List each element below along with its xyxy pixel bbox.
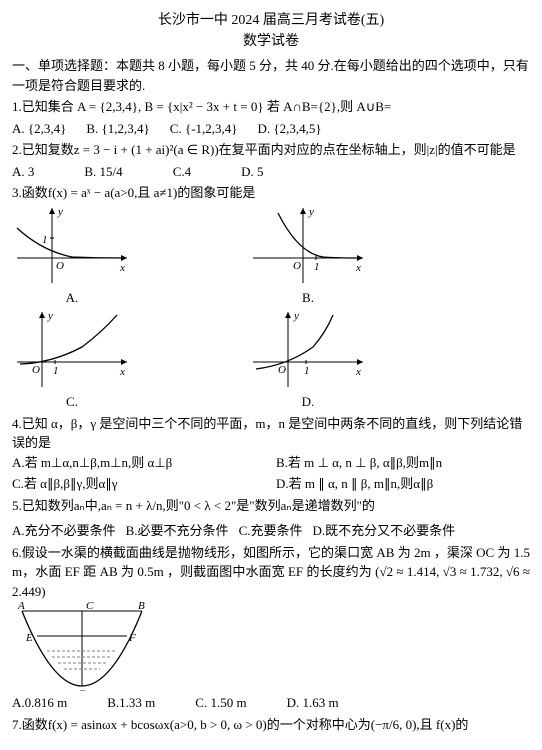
svg-text:1: 1 bbox=[304, 365, 310, 377]
q6-opt-b: B.1.33 m bbox=[107, 693, 155, 713]
svg-text:O: O bbox=[293, 260, 301, 272]
q5-opt-c: C.充要条件 bbox=[239, 521, 303, 541]
q3-text: 3.函数f(x) = aˣ − a(a>0,且 a≠1)的图象可能是 bbox=[12, 183, 530, 203]
section-heading: 一、单项选择题：本题共 8 小题，每小题 5 分，共 40 分.在每小题给出的四… bbox=[12, 56, 530, 95]
q7: 7.函数f(x) = asinωx + bcosωx(a>0, b > 0, ω… bbox=[12, 715, 530, 735]
svg-text:O: O bbox=[56, 260, 64, 272]
page-title: 长沙市一中 2024 届高三月考试卷(五) bbox=[12, 10, 530, 31]
svg-text:x: x bbox=[119, 366, 125, 378]
q2: 2.已知复数z = 3 − i + (1 + ai)²(a ∈ R))在复平面内… bbox=[12, 140, 530, 181]
q6-opt-d: D. 1.63 m bbox=[287, 693, 339, 713]
q5-opt-b: B.必要不充分条件 bbox=[126, 521, 229, 541]
q6-opt-a: A.0.816 m bbox=[12, 693, 67, 713]
svg-text:F: F bbox=[128, 632, 136, 644]
q3-label-a: A. bbox=[12, 288, 132, 308]
svg-text:O: O bbox=[32, 364, 40, 376]
svg-text:y: y bbox=[308, 206, 314, 218]
svg-text:1: 1 bbox=[42, 234, 48, 246]
q7-text: 7.函数f(x) = asinωx + bcosωx(a>0, b > 0, ω… bbox=[12, 715, 530, 735]
svg-text:E: E bbox=[25, 632, 33, 644]
q1-opt-b: B. {1,2,3,4} bbox=[86, 119, 149, 139]
q5: 5.已知数列aₙ中,aₙ = n + λ/n,则"0 < λ < 2"是"数列a… bbox=[12, 496, 530, 541]
q2-opt-b: B. 15/4 bbox=[84, 162, 122, 182]
svg-text:y: y bbox=[57, 206, 63, 218]
q4-opt-d: D.若 m ∥ α, n ∥ β, m∥n,则α∥β bbox=[276, 474, 530, 494]
page-subtitle: 数学试卷 bbox=[12, 31, 530, 52]
q1-opt-c: C. {-1,2,3,4} bbox=[170, 119, 238, 139]
q2-opt-c: C.4 bbox=[173, 162, 191, 182]
q6-text: 6.假设一水渠的横截面曲线是抛物线形，如图所示，它的渠口宽 AB 为 2m ，渠… bbox=[12, 543, 530, 602]
q4-opt-c: C.若 α∥β,β∥γ,则α∥γ bbox=[12, 474, 266, 494]
q5-opt-a: A.充分不必要条件 bbox=[12, 521, 116, 541]
svg-text:x: x bbox=[355, 262, 361, 274]
svg-text:x: x bbox=[119, 262, 125, 274]
q2-opt-d: D. 5 bbox=[241, 162, 263, 182]
q6-opt-c: C. 1.50 m bbox=[195, 693, 246, 713]
svg-text:x: x bbox=[355, 366, 361, 378]
svg-text:C: C bbox=[86, 601, 94, 612]
q3-label-b: B. bbox=[248, 288, 368, 308]
q3-graph-d: 1 O x y D. bbox=[248, 307, 368, 412]
q1-text: 1.已知集合 A = {2,3,4}, B = {x|x² − 3x + t =… bbox=[12, 97, 530, 117]
q1: 1.已知集合 A = {2,3,4}, B = {x|x² − 3x + t =… bbox=[12, 97, 530, 138]
svg-text:A: A bbox=[17, 601, 25, 612]
q1-opt-a: A. {2,3,4} bbox=[12, 119, 66, 139]
q4-opt-a: A.若 m⊥α,n⊥β,m⊥n,则 α⊥β bbox=[12, 453, 266, 473]
q3: 3.函数f(x) = aˣ − a(a>0,且 a≠1)的图象可能是 1 O x… bbox=[12, 183, 530, 412]
q3-label-d: D. bbox=[248, 392, 368, 412]
q5-opt-d: D.既不充分又不必要条件 bbox=[312, 521, 455, 541]
q2-opt-a: A. 3 bbox=[12, 162, 34, 182]
svg-text:y: y bbox=[293, 310, 299, 322]
q6: 6.假设一水渠的横截面曲线是抛物线形，如图所示，它的渠口宽 AB 为 2m ，渠… bbox=[12, 543, 530, 713]
svg-text:B: B bbox=[138, 601, 145, 612]
svg-text:y: y bbox=[47, 310, 53, 322]
q6-figure: A B C E F O bbox=[12, 601, 530, 691]
q4-text: 4.已知 α，β，γ 是空间中三个不同的平面，m，n 是空间中两条不同的直线，则… bbox=[12, 414, 530, 453]
svg-text:1: 1 bbox=[53, 365, 59, 377]
q3-label-c: C. bbox=[12, 392, 132, 412]
q3-graph-b: 1 O x y B. bbox=[248, 203, 368, 308]
svg-text:O: O bbox=[78, 688, 86, 691]
svg-text:1: 1 bbox=[314, 261, 320, 273]
svg-text:O: O bbox=[278, 364, 286, 376]
q3-graph-c: 1 O x y C. bbox=[12, 307, 132, 412]
q5-text: 5.已知数列aₙ中,aₙ = n + λ/n,则"0 < λ < 2"是"数列a… bbox=[12, 496, 530, 516]
q4-opt-b: B.若 m ⊥ α, n ⊥ β, α∥β,则m∥n bbox=[276, 453, 530, 473]
q1-opt-d: D. {2,3,4,5} bbox=[258, 119, 322, 139]
q4: 4.已知 α，β，γ 是空间中三个不同的平面，m，n 是空间中两条不同的直线，则… bbox=[12, 414, 530, 494]
q3-graph-a: 1 O x y A. bbox=[12, 203, 132, 308]
q2-text: 2.已知复数z = 3 − i + (1 + ai)²(a ∈ R))在复平面内… bbox=[12, 140, 530, 160]
